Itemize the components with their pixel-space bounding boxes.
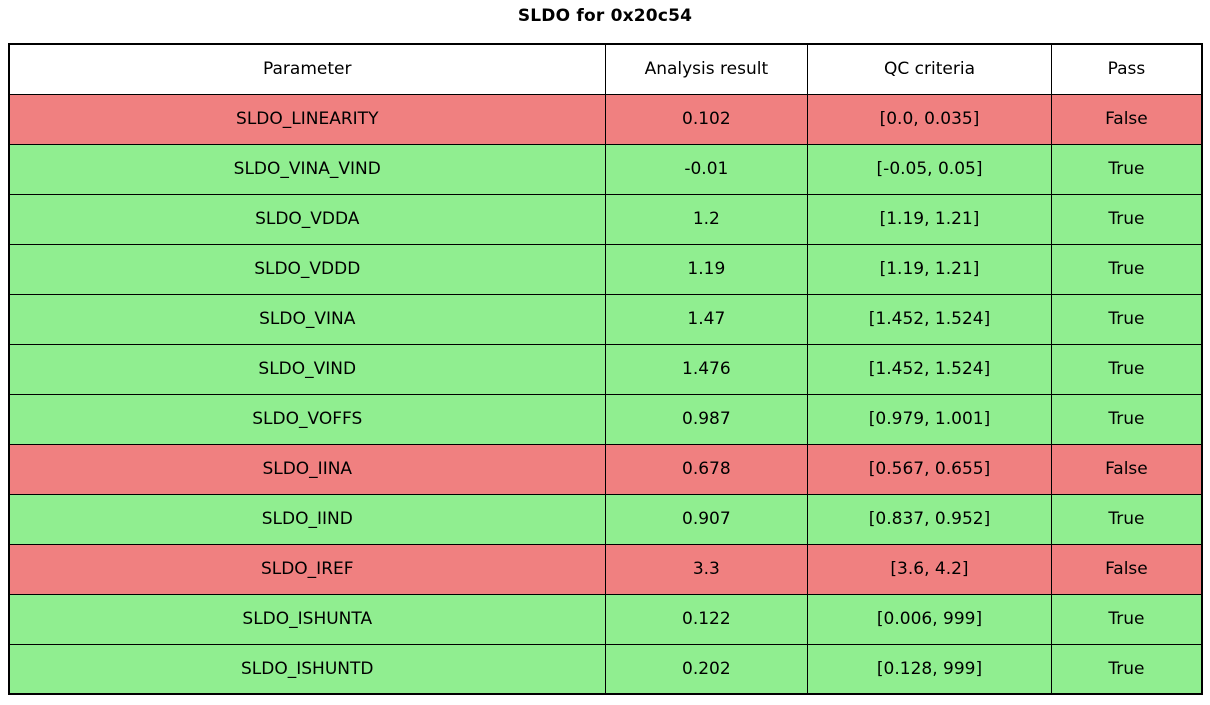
column-header-analysis-result: Analysis result xyxy=(604,43,809,95)
cell-qc-criteria: [0.837, 0.952] xyxy=(807,493,1052,545)
cell-parameter: SLDO_VDDA xyxy=(8,193,606,245)
cell-qc-criteria: [1.452, 1.524] xyxy=(807,293,1052,345)
cell-pass: True xyxy=(1050,343,1203,395)
cell-analysis-result: 0.102 xyxy=(604,93,809,145)
cell-pass: True xyxy=(1050,393,1203,445)
cell-pass: True xyxy=(1050,193,1203,245)
cell-qc-criteria: [1.19, 1.21] xyxy=(807,193,1052,245)
page-title: SLDO for 0x20c54 xyxy=(517,6,693,26)
cell-parameter: SLDO_IINA xyxy=(8,443,606,495)
cell-pass: True xyxy=(1050,243,1203,295)
cell-pass: True xyxy=(1050,493,1203,545)
cell-qc-criteria: [0.006, 999] xyxy=(807,593,1052,645)
table-row: SLDO_VINA_VIND -0.01 [-0.05, 0.05] True xyxy=(8,143,1203,195)
cell-analysis-result: 1.2 xyxy=(604,193,809,245)
cell-qc-criteria: [0.0, 0.035] xyxy=(807,93,1052,145)
cell-pass: True xyxy=(1050,643,1203,695)
table-row: SLDO_ISHUNTD 0.202 [0.128, 999] True xyxy=(8,643,1203,695)
cell-parameter: SLDO_IIND xyxy=(8,493,606,545)
cell-analysis-result: 0.202 xyxy=(604,643,809,695)
cell-analysis-result: 1.47 xyxy=(604,293,809,345)
cell-analysis-result: -0.01 xyxy=(604,143,809,195)
cell-qc-criteria: [-0.05, 0.05] xyxy=(807,143,1052,195)
cell-qc-criteria: [0.567, 0.655] xyxy=(807,443,1052,495)
cell-pass: False xyxy=(1050,543,1203,595)
column-header-parameter: Parameter xyxy=(8,43,606,95)
column-header-pass: Pass xyxy=(1050,43,1203,95)
cell-parameter: SLDO_ISHUNTD xyxy=(8,643,606,695)
table-row: SLDO_ISHUNTA 0.122 [0.006, 999] True xyxy=(8,593,1203,645)
qc-table: Parameter Analysis result QC criteria Pass … xyxy=(8,43,1203,695)
cell-pass: True xyxy=(1050,593,1203,645)
cell-parameter: SLDO_ISHUNTA xyxy=(8,593,606,645)
cell-parameter: SLDO_VINA xyxy=(8,293,606,345)
cell-parameter: SLDO_VINA_VIND xyxy=(8,143,606,195)
cell-pass: True xyxy=(1050,293,1203,345)
cell-parameter: SLDO_VDDD xyxy=(8,243,606,295)
table-row: SLDO_IREF 3.3 [3.6, 4.2] False xyxy=(8,543,1203,595)
cell-analysis-result: 3.3 xyxy=(604,543,809,595)
table-row: SLDO_VDDD 1.19 [1.19, 1.21] True xyxy=(8,243,1203,295)
table-row: SLDO_IIND 0.907 [0.837, 0.952] True xyxy=(8,493,1203,545)
table-header-row: Parameter Analysis result QC criteria Pass xyxy=(8,43,1203,95)
cell-qc-criteria: [0.128, 999] xyxy=(807,643,1052,695)
cell-qc-criteria: [3.6, 4.2] xyxy=(807,543,1052,595)
table-row: SLDO_VIND 1.476 [1.452, 1.524] True xyxy=(8,343,1203,395)
column-header-qc-criteria: QC criteria xyxy=(807,43,1052,95)
table-body: SLDO_LINEARITY 0.102 [0.0, 0.035] False SLDO… xyxy=(8,93,1203,695)
cell-qc-criteria: [1.19, 1.21] xyxy=(807,243,1052,295)
cell-qc-criteria: [1.452, 1.524] xyxy=(807,343,1052,395)
cell-analysis-result: 0.122 xyxy=(604,593,809,645)
cell-analysis-result: 0.907 xyxy=(604,493,809,545)
cell-analysis-result: 1.19 xyxy=(604,243,809,295)
cell-parameter: SLDO_VOFFS xyxy=(8,393,606,445)
table-row: SLDO_IINA 0.678 [0.567, 0.655] False xyxy=(8,443,1203,495)
cell-analysis-result: 1.476 xyxy=(604,343,809,395)
cell-parameter: SLDO_VIND xyxy=(8,343,606,395)
table-row: SLDO_VDDA 1.2 [1.19, 1.21] True xyxy=(8,193,1203,245)
cell-pass: True xyxy=(1050,143,1203,195)
table-row: SLDO_VOFFS 0.987 [0.979, 1.001] True xyxy=(8,393,1203,445)
cell-qc-criteria: [0.979, 1.001] xyxy=(807,393,1052,445)
table-row: SLDO_LINEARITY 0.102 [0.0, 0.035] False xyxy=(8,93,1203,145)
cell-analysis-result: 0.678 xyxy=(604,443,809,495)
cell-parameter: SLDO_LINEARITY xyxy=(8,93,606,145)
cell-pass: False xyxy=(1050,443,1203,495)
cell-pass: False xyxy=(1050,93,1203,145)
cell-analysis-result: 0.987 xyxy=(604,393,809,445)
cell-parameter: SLDO_IREF xyxy=(8,543,606,595)
table-row: SLDO_VINA 1.47 [1.452, 1.524] True xyxy=(8,293,1203,345)
